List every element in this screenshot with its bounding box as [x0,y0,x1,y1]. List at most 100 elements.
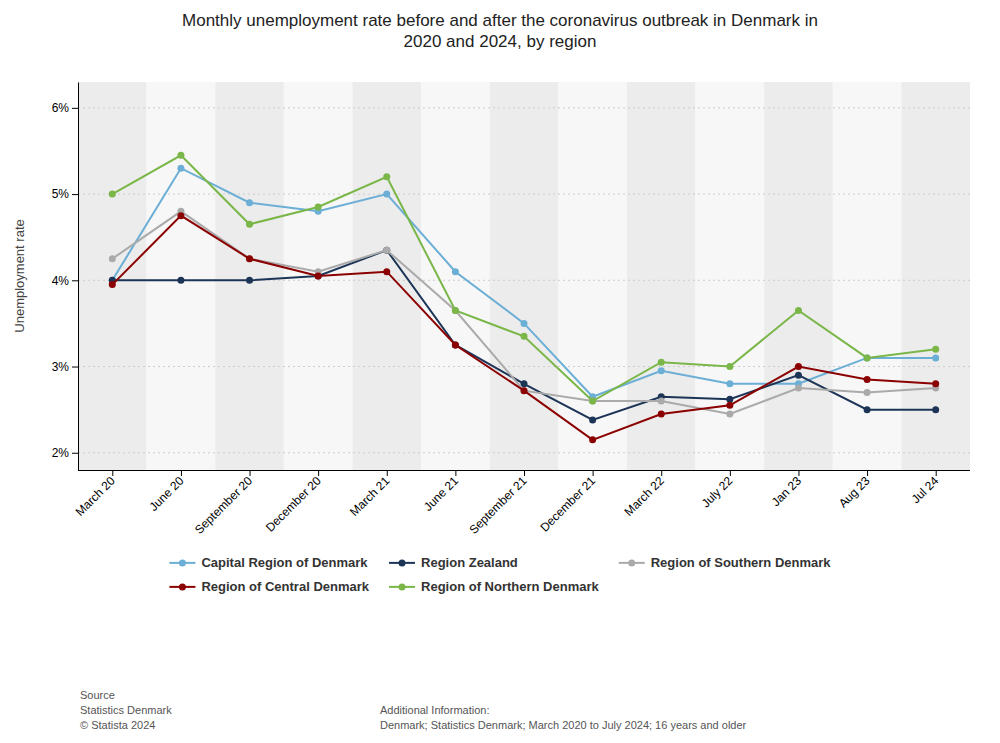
point [315,273,322,280]
point [109,191,116,198]
y-tick-label: 2% [52,446,70,460]
point [452,341,459,348]
point [864,354,871,361]
x-tick-mark [730,470,731,476]
x-tick-label: Jan 23 [769,473,805,509]
x-tick-mark [318,470,319,476]
legend-label: Region of Northern Denmark [421,579,599,594]
legend-label: Region Zealand [421,555,518,570]
series-markers [109,247,939,424]
point [589,398,596,405]
x-tick-label: June 20 [146,473,186,513]
series-markers [109,208,939,418]
legend-item: Capital Region of Denmark [169,555,368,570]
annotation-line: Denmark; Statistics Denmark; March 2020 … [380,719,747,731]
x-tick: June 20 [146,470,186,514]
point [864,354,871,361]
annotation-line: Source [80,689,115,701]
legend-item: Region Zealand [389,555,518,570]
point [315,204,322,211]
legend-marker [179,583,186,590]
annotation: Additional Information:Denmark; Statisti… [380,704,747,731]
background-strip [901,82,970,470]
point [932,380,939,387]
chart: 2%3%4%5%6%March 20June 20September 20Dec… [0,0,1000,743]
background-strip [421,82,490,470]
point [726,410,733,417]
legend: Capital Region of Denmark Region Zealand R… [169,555,831,594]
legend-item: Region of Central Denmark [169,579,369,594]
background-strip [696,82,765,470]
x-tick-mark [524,470,525,476]
grid-line [78,452,970,453]
x-tick-label: September 20 [192,473,255,536]
series-markers [109,152,939,405]
point [932,354,939,361]
x-tick-label: March 21 [347,473,393,519]
point [383,173,390,180]
background-strip [78,82,147,470]
point [109,255,116,262]
x-tick: June 21 [421,470,461,514]
point [658,367,665,374]
y-tick-label: 4% [52,274,70,288]
x-tick: March 21 [347,470,393,519]
y-tick-mark [72,453,78,454]
point [726,396,733,403]
title-line: Monthly unemployment rate before and aft… [182,11,818,30]
series-line [112,168,935,396]
x-tick-mark [455,470,456,476]
x-tick: Aug 23 [836,470,873,510]
y-tick-label: 3% [52,360,70,374]
point [726,363,733,370]
grid-line [78,366,970,367]
point [177,152,184,159]
x-axis: March 20June 20September 20December 20Ma… [73,470,970,537]
x-tick-label: March 20 [73,473,119,519]
legend-item: Region of Northern Denmark [389,579,599,594]
point [795,307,802,314]
point [383,247,390,254]
x-tick-label: December 21 [537,473,598,534]
point [726,402,733,409]
point [521,320,528,327]
point [589,436,596,443]
point [795,363,802,370]
background-strip [147,82,216,470]
point [383,191,390,198]
y-tick-mark [72,194,78,195]
point [521,387,528,394]
point [452,307,459,314]
point [658,359,665,366]
series-markers [109,212,939,443]
point [932,346,939,353]
x-tick: Jul 24 [909,470,942,506]
x-tick: September 20 [192,470,255,537]
point [658,398,665,405]
y-axis-line [78,83,79,471]
legend-item: Region of Southern Denmark [619,555,832,570]
point [177,277,184,284]
point [246,277,253,284]
strips [78,82,970,470]
background-strip [284,82,353,470]
y-tick: 4% [52,274,78,288]
x-tick-label: July 22 [699,473,736,510]
x-tick-label: June 21 [421,473,461,513]
point [795,372,802,379]
legend-marker [399,583,406,590]
background-strip [490,82,559,470]
point [177,165,184,172]
annotation: SourceStatistics Denmark© Statista 2024 [80,689,172,731]
point [864,389,871,396]
series-markers [109,165,939,400]
point [932,406,939,413]
grid-line [78,107,970,108]
title-line: 2020 and 2024, by region [404,32,597,51]
point [383,247,390,254]
x-tick: July 22 [699,470,736,510]
point [795,385,802,392]
x-tick: March 22 [622,470,668,519]
point [658,410,665,417]
x-tick: December 21 [537,470,598,535]
